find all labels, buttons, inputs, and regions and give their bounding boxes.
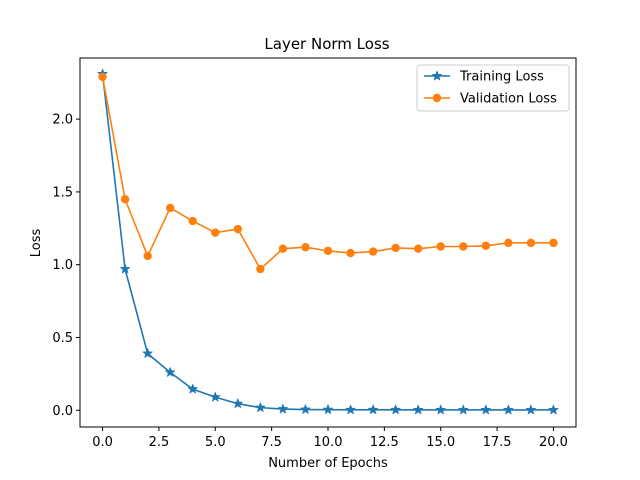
x-axis-ticks: 0.0 2.5 5.0 7.5 10.0 12.5 15.0 17.5 20.0 <box>92 427 568 450</box>
y-tick-label: 0.0 <box>52 404 73 419</box>
x-tick-label: 5.0 <box>205 435 226 450</box>
data-point <box>436 242 445 251</box>
y-tick-label: 1.0 <box>52 258 73 273</box>
data-point <box>233 224 243 234</box>
y-tick-label: 0.5 <box>52 331 73 346</box>
x-tick-label: 15.0 <box>426 435 455 450</box>
data-point <box>346 248 355 258</box>
legend-entries: Training Loss Validation Loss <box>424 70 557 107</box>
data-point <box>547 404 560 415</box>
legend-marker <box>432 93 442 103</box>
y-tick-label: 1.5 <box>52 185 73 200</box>
data-point <box>367 403 379 415</box>
data-point <box>525 404 537 415</box>
data-point <box>164 366 176 378</box>
data-point <box>435 404 447 415</box>
x-axis-label: Number of Epochs <box>268 456 388 471</box>
data-point <box>232 397 244 409</box>
data-point <box>277 403 289 414</box>
y-axis-label: Loss <box>29 229 44 258</box>
data-point <box>368 247 378 256</box>
data-point <box>256 264 265 274</box>
data-point <box>412 404 424 415</box>
x-tick-label: 0.0 <box>92 435 113 450</box>
data-point <box>301 243 310 252</box>
data-point <box>278 244 288 253</box>
data-point <box>187 383 199 394</box>
x-tick-label: 7.5 <box>261 435 282 450</box>
data-point <box>480 404 492 415</box>
data-point <box>413 244 423 253</box>
data-point <box>391 243 400 253</box>
data-point <box>504 238 513 248</box>
data-point <box>323 246 333 256</box>
data-point <box>254 401 266 413</box>
legend-label: Training Loss <box>459 70 544 85</box>
data-point <box>143 251 152 261</box>
series-layer <box>96 68 560 415</box>
y-axis-ticks: 0.0 0.5 1.0 1.5 2.0 <box>52 113 80 419</box>
x-tick-label: 10.0 <box>314 435 343 450</box>
data-point <box>165 203 175 213</box>
legend-label: Validation Loss <box>460 92 557 107</box>
x-tick-label: 12.5 <box>370 435 399 450</box>
data-point <box>142 347 154 359</box>
data-point <box>119 263 131 274</box>
data-point <box>459 242 468 251</box>
data-point <box>299 403 312 415</box>
data-point <box>502 404 514 415</box>
data-point <box>526 238 536 248</box>
data-point <box>344 403 357 415</box>
data-point <box>188 216 197 226</box>
x-tick-label: 17.5 <box>483 435 512 450</box>
chart-title: Layer Norm Loss <box>264 35 389 53</box>
legend-entry: Validation Loss <box>424 92 557 107</box>
data-point <box>322 403 334 415</box>
data-point <box>549 238 558 248</box>
legend: Training Loss Validation Loss <box>416 64 570 112</box>
data-point <box>98 72 107 82</box>
x-tick-label: 20.0 <box>539 435 568 450</box>
x-tick-label: 2.5 <box>149 435 170 450</box>
legend-marker <box>431 70 443 81</box>
series-training-loss <box>96 68 560 415</box>
data-point <box>390 403 402 415</box>
legend-entry: Training Loss <box>424 70 544 85</box>
legend-box <box>416 64 570 112</box>
data-point <box>457 404 469 415</box>
data-point <box>209 391 221 402</box>
series-validation-loss <box>98 72 558 274</box>
y-tick-label: 2.0 <box>52 113 73 128</box>
data-point <box>120 194 130 204</box>
data-point <box>211 228 220 237</box>
data-point <box>481 241 491 250</box>
